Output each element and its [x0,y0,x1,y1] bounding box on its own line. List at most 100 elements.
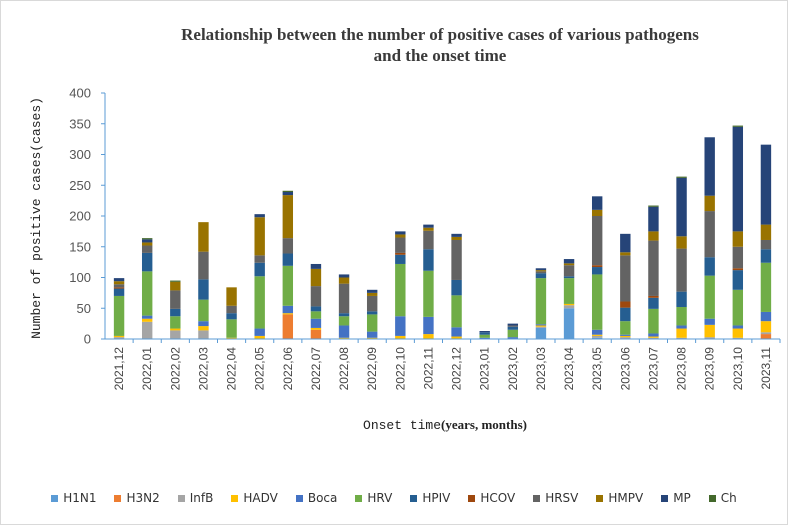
bar-segment-hmpv-2022-08 [338,277,350,284]
legend-item-hrsv: HRSV [533,491,578,505]
x-tick-label: 2022,10 [393,347,407,391]
legend-item-ch: Ch [708,491,737,505]
bar-segment-hadv-2023-09 [704,324,715,338]
bar-segment-boca-2022-06 [282,305,294,314]
bar-segment-hmpv-2023-10 [732,231,744,247]
bar-segment-hadv-2022-01 [141,318,153,322]
bar-segment-hmpv-2022-03 [198,222,209,252]
bar-segment-hmpv-2023-03 [535,270,547,272]
bar-segment-hrsv-2022-10 [395,237,406,253]
legend-label: H3N2 [126,491,160,505]
bar-segment-hrsv-2023-05 [591,216,603,266]
bar-segment-hadv-2022-11 [423,334,434,339]
bar-segment-hmpv-2022-05 [254,217,265,256]
bar-segment-hadv-2022-06 [282,313,294,315]
bar-segment-hrsv-2023-08 [676,248,687,292]
legend-label: HMPV [608,491,644,505]
bar-segment-boca-2023-05 [591,329,603,335]
bar-segment-hpiv-2022-03 [198,279,209,300]
bar-segment-boca-2022-12 [451,327,462,337]
bar-segment-hcov-2023-10 [732,268,744,271]
legend-swatch [295,494,303,502]
bar-segment-infb-2023-08 [676,337,687,339]
bar-segment-infb-2022-02 [170,330,181,339]
bar-segment-hmpv-2022-01 [141,242,153,246]
legend-item-hcov: HCOV [468,491,515,505]
bar-segment-hpiv-2023-02 [507,326,519,330]
bar-segment-hadv-2023-07 [648,336,659,338]
bar-segment-hrv-2023-07 [648,308,659,334]
legend-item-infb: InfB [177,491,213,505]
bar-segment-hrv-2022-09 [366,314,378,332]
legend-label: HRSV [545,491,579,505]
chart-title: Relationship between the number of posit… [100,24,780,66]
bar-segment-hrv-2022-01 [141,271,153,316]
bar-segment-hrsv-2023-02 [507,325,519,327]
x-axis-label-main: Onset time [363,418,442,433]
bar-segment-hrv-2023-06 [620,321,631,335]
bar-segment-hcov-2023-07 [648,295,659,298]
bar-segment-hrv-2023-10 [732,289,744,326]
x-tick-label: 2022,02 [168,347,182,391]
bar-segment-hpiv-2022-07 [310,306,322,312]
bar-segment-hrsv-2022-02 [170,290,181,309]
bar-segment-mp-2022-05 [254,214,265,218]
bar-segment-hrsv-2022-03 [198,251,209,280]
chart-title-line-1: Relationship between the number of posit… [181,25,699,44]
legend-label: MP [673,491,691,505]
bar-segment-hrsv-2023-03 [535,271,547,274]
x-tick-label: 2022,01 [140,347,154,391]
legend-item-hmpv: HMPV [596,491,643,505]
bar-segment-hrsv-2021-12 [113,284,125,288]
bar-segment-hpiv-2023-03 [535,273,547,279]
bar-segment-hpiv-2022-12 [451,279,462,296]
legend-swatch [114,494,122,502]
x-tick-labels: 2021,12 2022,01 2022,02 2022,03 2022,04 2022,… [112,339,781,391]
bar-segment-hadv-2023-04 [563,303,575,306]
bar-segment-boca-2023-08 [676,325,687,329]
x-tick-label: 2022,09 [365,347,379,391]
y-tick-label: 50 [77,301,91,316]
bar-segment-hrsv-2023-07 [648,240,659,296]
bar-segment-h1n1-2023-05 [591,337,603,339]
bar-segment-mp-2023-06 [620,233,631,253]
bar-segment-ch-2022-02 [170,280,181,282]
x-tick-label: 2023,03 [534,347,548,391]
bar-segment-hadv-2023-06 [620,335,631,338]
bar-segment-hrv-2022-08 [338,316,350,326]
legend-item-h3n2: H3N2 [114,491,160,505]
bar-segment-hadv-2021-12 [113,335,125,338]
bar-segment-hrsv-2022-12 [451,239,462,280]
bar-segment-mp-2022-10 [395,231,406,235]
bar-segment-infb-2023-10 [732,337,744,339]
bar-segment-infb-2023-04 [563,305,575,309]
chart-title-line-2: and the onset time [373,46,507,65]
bar-segment-mp-2023-01 [479,331,490,333]
bar-segment-hrv-2023-08 [676,307,687,326]
legend-item-boca: Boca [295,491,337,505]
legend-label: Ch [720,491,737,505]
bar-segment-hrsv-2022-09 [366,295,378,312]
bar-segment-infb-2021-12 [113,337,125,339]
x-tick-label: 2022,03 [196,347,210,391]
x-tick-label: 2022,04 [225,347,239,391]
bar-segment-hadv-2023-11 [760,321,772,333]
bar-segment-ch-2023-08 [676,176,687,178]
legend-swatch [231,494,239,502]
bar-segment-hadv-2022-12 [451,336,462,339]
bar-segment-hpiv-2022-05 [254,262,265,277]
bar-segment-hpiv-2023-08 [676,291,687,308]
x-tick-label: 2021,12 [112,347,126,391]
bar-segment-hmpv-2022-06 [282,195,294,239]
x-tick-label: 2022,08 [337,347,351,391]
bar-segment-hrv-2022-11 [423,270,434,317]
bar-segment-hpiv-2022-04 [226,313,237,320]
bar-segment-hrsv-2022-07 [310,286,322,307]
bar-segment-hadv-2022-04 [226,337,237,339]
bar-segment-hmpv-2022-02 [170,281,181,291]
legend-item-hadv: HADV [231,491,278,505]
bar-segment-hpiv-2023-07 [648,297,659,309]
bar-segment-hpiv-2023-10 [732,270,744,290]
bar-segment-hadv-2022-10 [395,335,406,339]
bar-segment-mp-2023-03 [535,268,547,271]
